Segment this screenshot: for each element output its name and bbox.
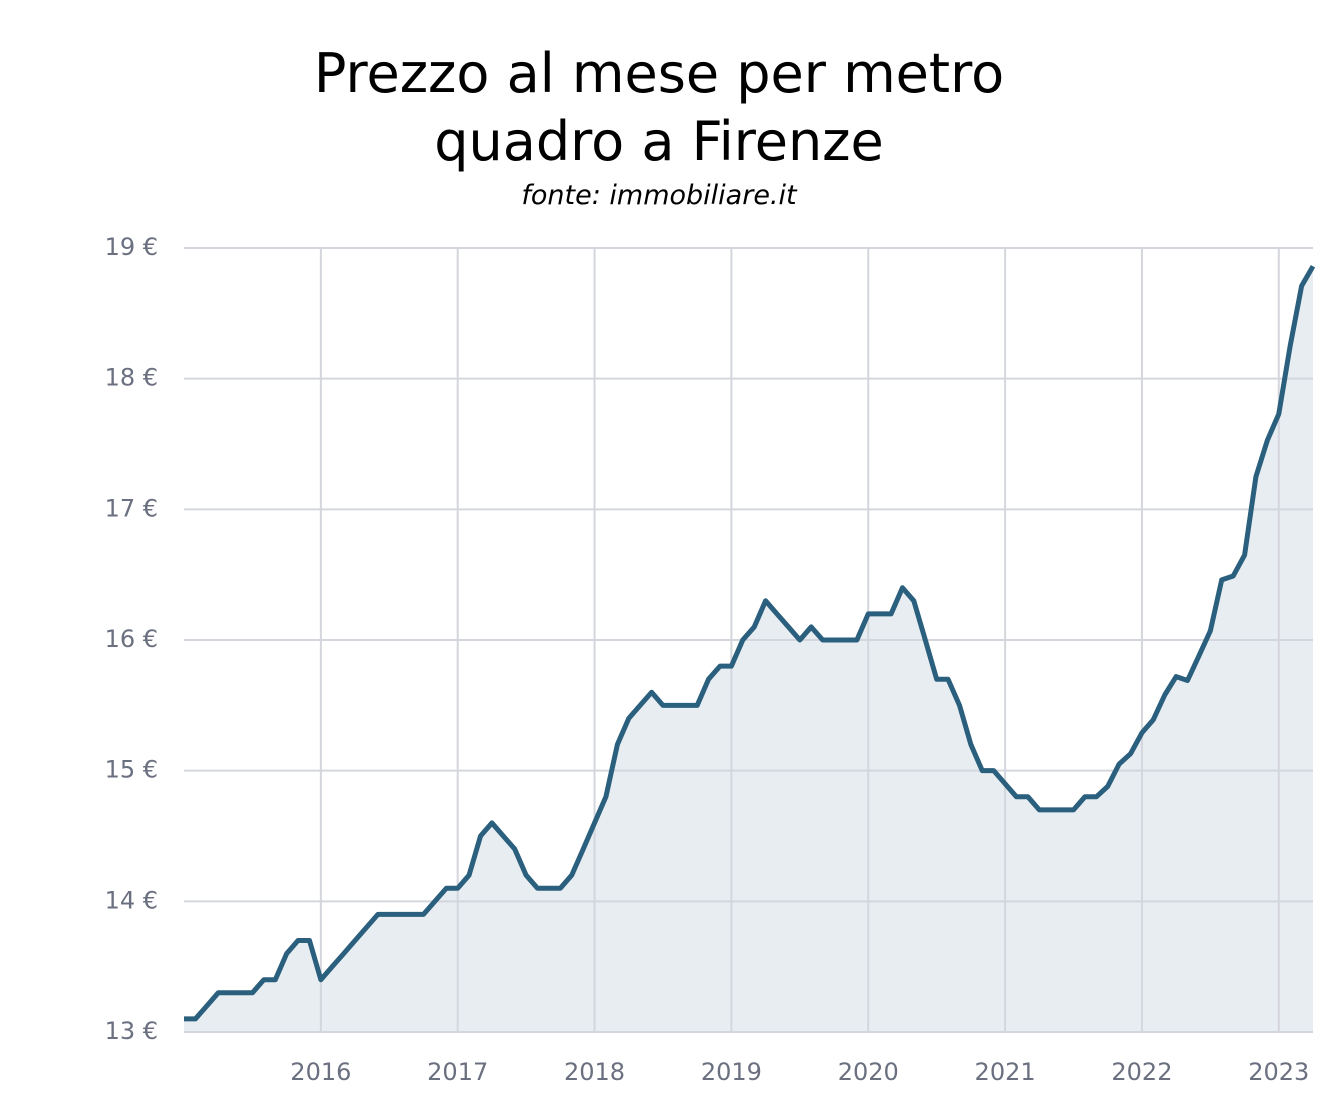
x-tick-label: 2020: [838, 1058, 899, 1086]
line: [184, 265, 1316, 1022]
chart-subtitle: fonte: immobiliare.it: [521, 180, 797, 211]
x-tick-label: 2022: [1111, 1058, 1172, 1086]
x-tick-label: 2021: [975, 1058, 1036, 1086]
chart-title: Prezzo al mese per metro quadro a Firenz…: [313, 42, 1005, 173]
y-tick-label: 13 €: [105, 1017, 158, 1045]
area: [184, 266, 1313, 1032]
y-tick-label: 17 €: [105, 494, 158, 522]
y-tick-label: 14 €: [105, 886, 158, 914]
x-tick-label: 2023: [1248, 1058, 1309, 1086]
x-tick-label: 2019: [701, 1058, 762, 1086]
y-tick-label: 19 €: [105, 233, 158, 261]
x-tick-label: 2018: [564, 1058, 625, 1086]
y-tick-label: 16 €: [105, 625, 158, 653]
y-tick-label: 18 €: [105, 364, 158, 392]
x-tick-label: 2016: [290, 1058, 351, 1086]
x-tick-label: 2017: [427, 1058, 488, 1086]
y-tick-label: 15 €: [105, 756, 158, 784]
